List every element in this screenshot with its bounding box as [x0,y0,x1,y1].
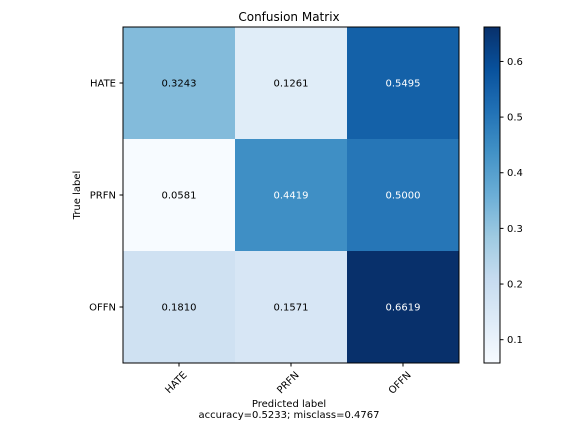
heatmap-cell-hate-prfn [235,27,347,139]
cell-value-label: 0.5495 [386,79,421,90]
x-axis-ticks: HATE PRFN OFFN [163,363,414,397]
heatmap-cells [123,27,459,363]
cell-value-label: 0.5000 [386,191,421,202]
cell-value-label: 0.1261 [274,79,309,90]
x-tick-label-prfn: PRFN [275,370,301,396]
heatmap-cell-hate-hate [123,27,235,139]
colorbar-tick-label: 0.4 [507,168,523,179]
colorbar [483,26,501,364]
heatmap-cell-hate-offn [347,27,459,139]
y-tick-label-hate: HATE [90,79,116,90]
heatmap-cell-labels: 0.3243 0.1261 0.5495 0.0581 0.4419 0.5000 0.18… [162,79,421,314]
cell-value-label: 0.0581 [162,191,197,202]
y-axis-ticks: HATE PRFN OFFN [89,79,123,314]
heatmap-cell-offn-offn [347,251,459,363]
y-tick-label-prfn: PRFN [90,191,116,202]
x-axis-sublabel: accuracy=0.5233; misclass=0.4767 [199,410,380,421]
cell-value-label: 0.4419 [274,191,309,202]
heatmap-cell-offn-prfn [235,251,347,363]
cell-value-label: 0.1810 [162,303,197,314]
cell-value-label: 0.3243 [162,79,197,90]
colorbar-tick-label: 0.6 [507,57,523,68]
colorbar-ticks: 0.1 0.2 0.3 0.4 0.5 0.6 [500,57,523,346]
cell-value-label: 0.6619 [386,303,421,314]
x-axis-label: Predicted label [252,399,326,410]
heatmap-cell-prfn-offn [347,139,459,251]
heatmap-cell-offn-hate [123,251,235,363]
colorbar-tick-label: 0.2 [507,280,523,291]
cell-value-label: 0.1571 [274,303,309,314]
x-tick-label-offn: OFFN [387,370,414,397]
chart-title: Confusion Matrix [238,10,339,24]
colorbar-tick-label: 0.5 [507,113,523,124]
colorbar-tick-label: 0.3 [507,224,523,235]
y-axis-label: True label [72,171,83,221]
colorbar-tick-label: 0.1 [507,335,523,346]
heatmap-cell-prfn-prfn [235,139,347,251]
x-tick-label-hate: HATE [163,370,189,396]
heatmap-cell-prfn-hate [123,139,235,251]
y-tick-label-offn: OFFN [89,303,116,314]
